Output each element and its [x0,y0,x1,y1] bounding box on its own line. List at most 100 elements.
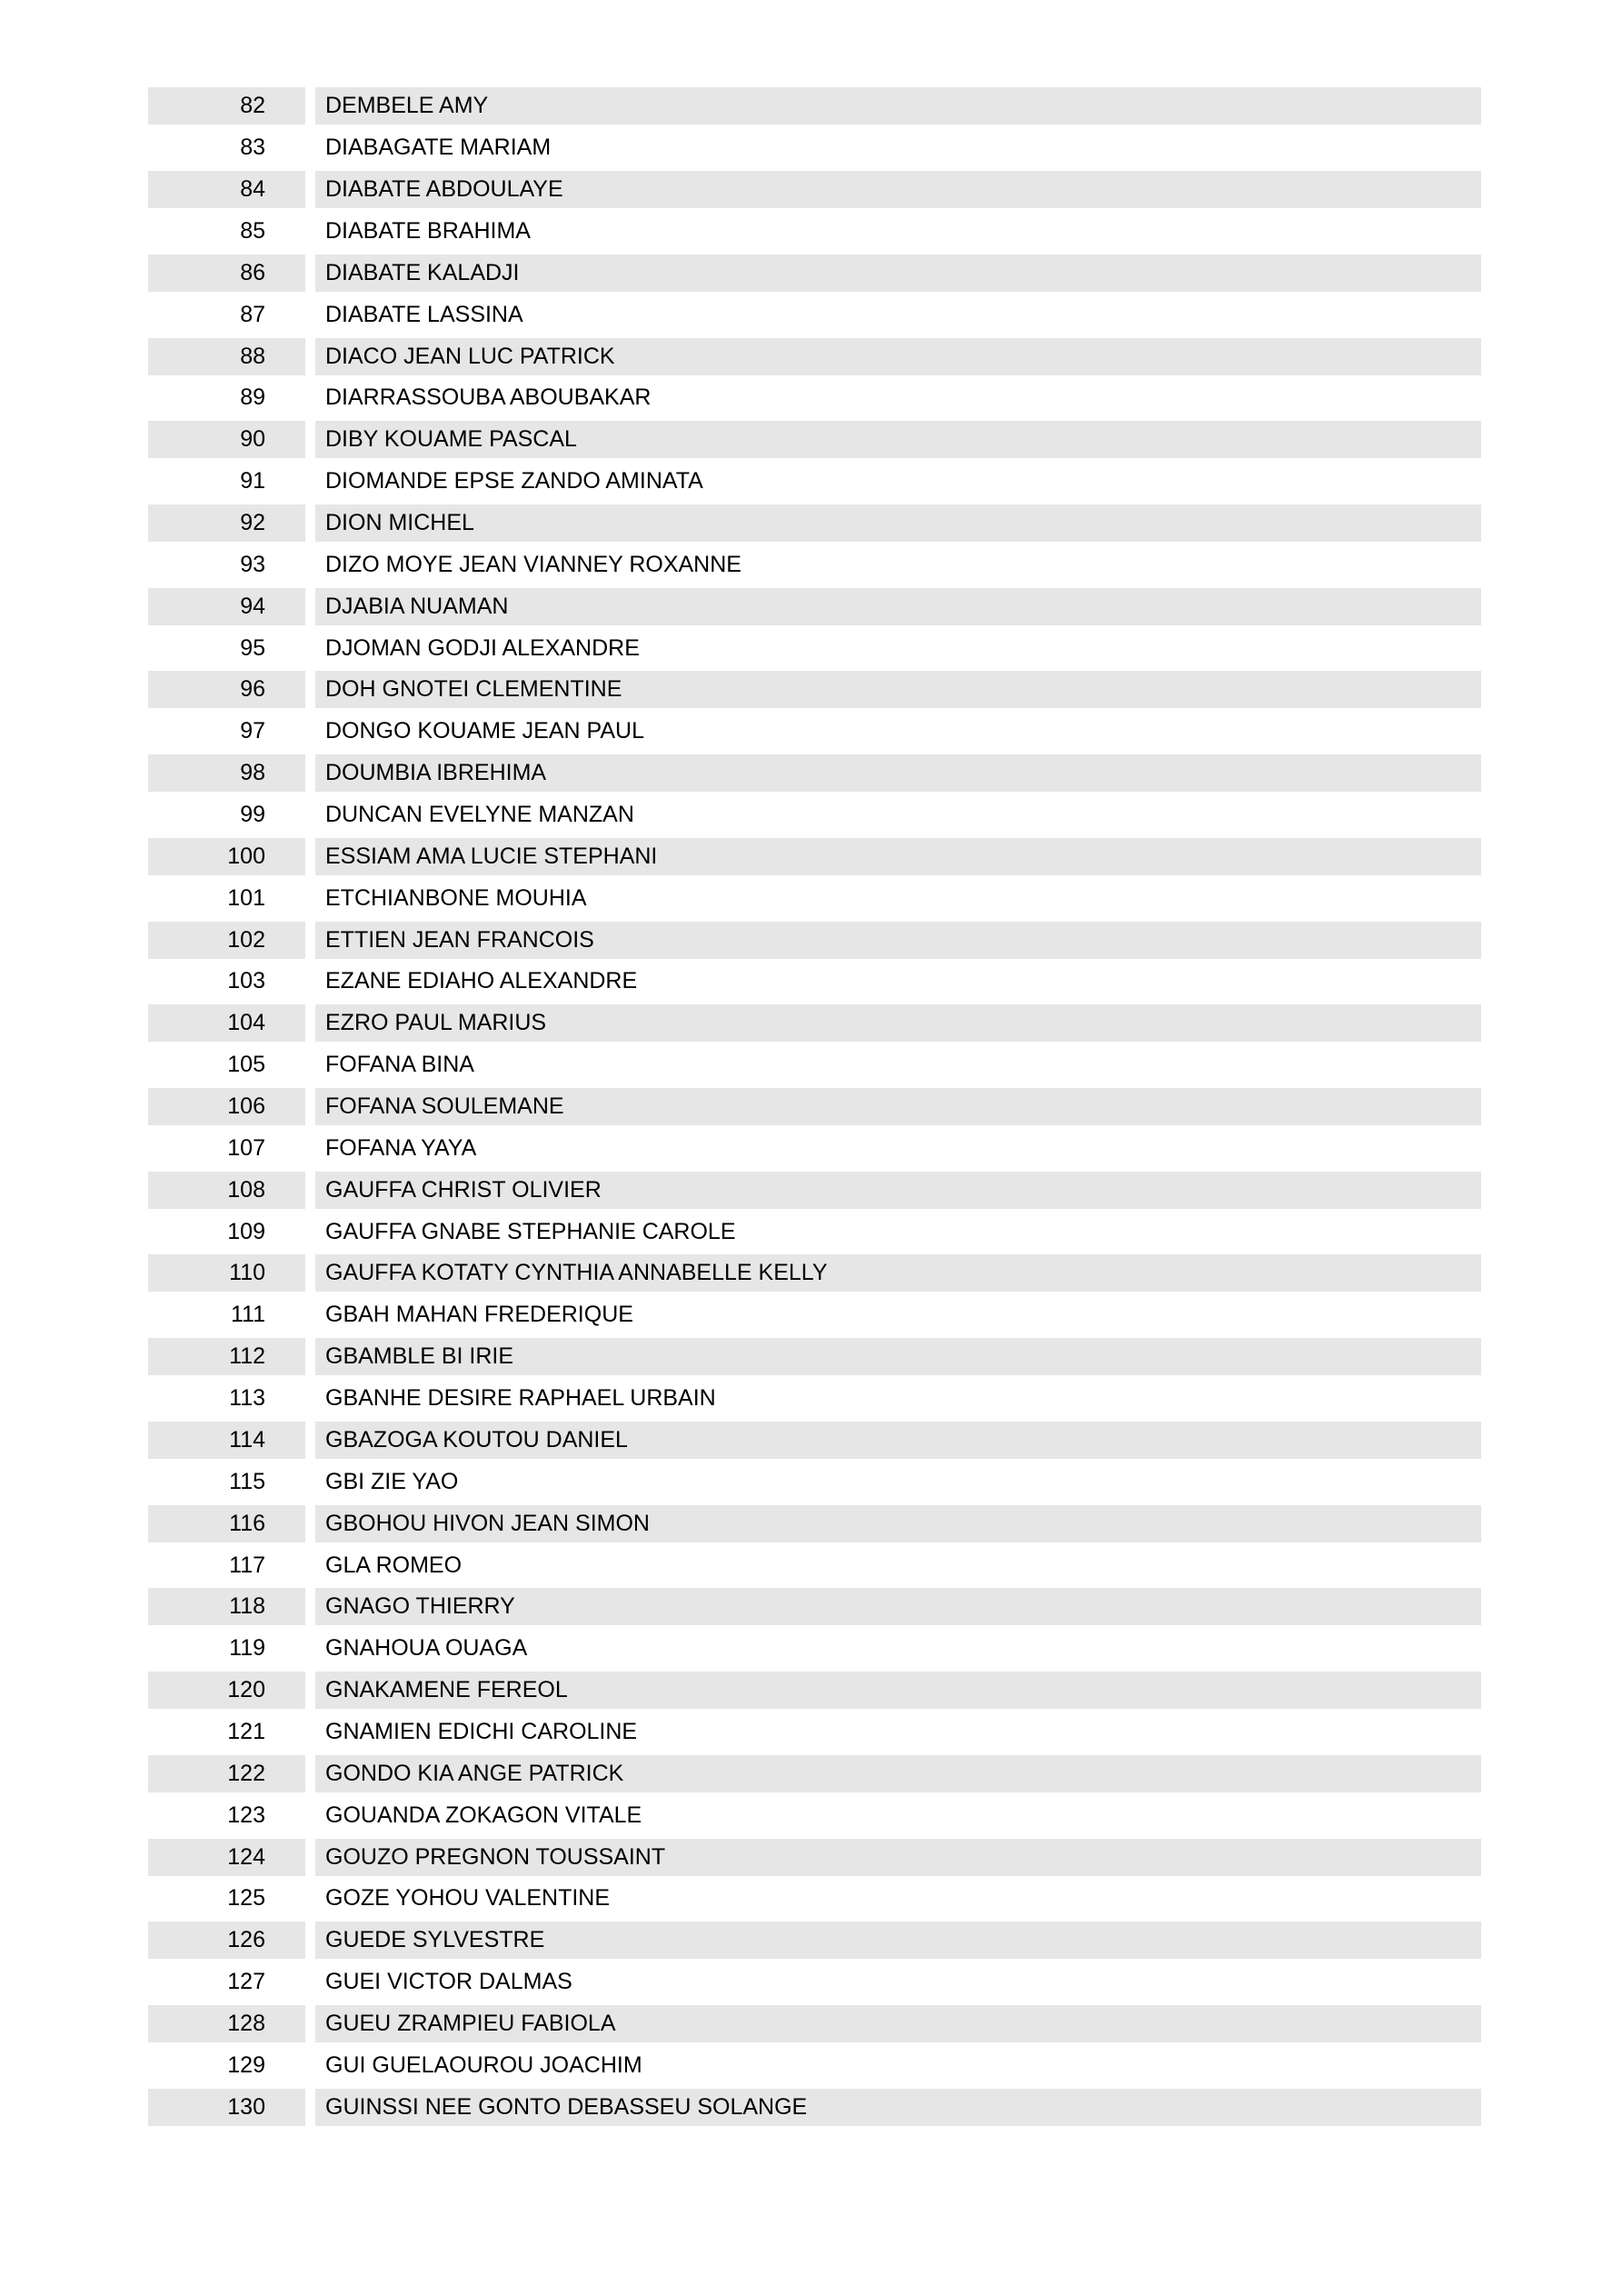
row-number: 130 [227,2093,265,2120]
row-number-cell: 119 [148,1630,305,1667]
table-row: 121 GNAMIEN EDICHI CAROLINE [148,1712,1481,1753]
table-row: 100 ESSIAM AMA LUCIE STEPHANI [148,835,1481,877]
row-name: DIABAGATE MARIAM [325,135,552,161]
row-number-cell: 83 [148,129,305,166]
row-name-cell: GBAMBLE BI IRIE [315,1338,1481,1376]
row-name-cell: GNAHOUA OUAGA [315,1630,1481,1667]
row-number-cell: 90 [148,421,305,459]
row-number-cell: 96 [148,671,305,709]
row-number: 84 [240,176,265,203]
row-name-cell: GBAH MAHAN FREDERIQUE [315,1296,1481,1333]
row-number: 97 [240,718,265,744]
row-number: 107 [227,1134,265,1161]
row-number: 123 [227,1802,265,1828]
row-number-cell: 95 [148,630,305,667]
table-row: 122 GONDO KIA ANGE PATRICK [148,1752,1481,1794]
row-name-cell: DEMBELE AMY [315,87,1481,125]
row-name-cell: GBOHOU HIVON JEAN SIMON [315,1504,1481,1542]
table-row: 112 GBAMBLE BI IRIE [148,1336,1481,1378]
row-number-cell: 124 [148,1838,305,1876]
row-number: 125 [227,1885,265,1912]
row-name-cell: DIABAGATE MARIAM [315,129,1481,166]
row-number-cell: 91 [148,463,305,500]
table-row: 128 GUEU ZRAMPIEU FABIOLA [148,2003,1481,2045]
row-name: GBAZOGA KOUTOU DANIEL [325,1426,628,1452]
table-row: 84 DIABATE ABDOULAYE [148,169,1481,211]
table-row: 104 EZRO PAUL MARIUS [148,1003,1481,1044]
row-name-cell: GOUANDA ZOKAGON VITALE [315,1797,1481,1834]
table-row: 107 FOFANA YAYA [148,1127,1481,1169]
row-name: EZANE EDIAHO ALEXANDRE [325,968,638,994]
row-name: GLA ROMEO [325,1552,463,1578]
row-name: DIARRASSOUBA ABOUBAKAR [325,384,652,411]
row-number: 94 [240,593,265,619]
row-number-cell: 112 [148,1338,305,1376]
row-name: GNAHOUA OUAGA [325,1635,528,1662]
row-name-cell: GLA ROMEO [315,1547,1481,1584]
row-name-cell: GUINSSI NEE GONTO DEBASSEU SOLANGE [315,2088,1481,2126]
row-number: 111 [230,1302,265,1328]
row-name-cell: FOFANA BINA [315,1046,1481,1083]
row-name: DOH GNOTEI CLEMENTINE [325,676,622,703]
row-name-cell: ETTIEN JEAN FRANCOIS [315,921,1481,959]
row-name: GUI GUELAOUROU JOACHIM [325,2051,642,2078]
row-number-cell: 82 [148,87,305,125]
row-name: FOFANA BINA [325,1052,474,1078]
row-name: ESSIAM AMA LUCIE STEPHANI [325,843,658,869]
row-number-cell: 104 [148,1004,305,1043]
table-row: 125 GOZE YOHOU VALENTINE [148,1878,1481,1920]
row-name-cell: DIZO MOYE JEAN VIANNEY ROXANNE [315,546,1481,584]
row-name-cell: GOZE YOHOU VALENTINE [315,1880,1481,1917]
row-name: GBAH MAHAN FREDERIQUE [325,1302,633,1328]
table-row: 123 GOUANDA ZOKAGON VITALE [148,1794,1481,1836]
row-name-cell: DJABIA NUAMAN [315,587,1481,625]
row-number-cell: 121 [148,1713,305,1751]
row-name-cell: DOH GNOTEI CLEMENTINE [315,671,1481,709]
row-name: DIABATE LASSINA [325,301,523,327]
table-row: 91 DIOMANDE EPSE ZANDO AMINATA [148,461,1481,503]
table-row: 119 GNAHOUA OUAGA [148,1628,1481,1670]
table-row: 126 GUEDE SYLVESTRE [148,1920,1481,1962]
table-row: 108 GAUFFA CHRIST OLIVIER [148,1169,1481,1211]
row-name: GNAKAMENE FEREOL [325,1677,568,1703]
table-row: 117 GLA ROMEO [148,1544,1481,1586]
row-name-cell: DOUMBIA IBREHIMA [315,754,1481,793]
row-name-cell: GAUFFA KOTATY CYNTHIA ANNABELLE KELLY [315,1254,1481,1293]
row-name-cell: GAUFFA GNABE STEPHANIE CAROLE [315,1213,1481,1251]
row-number: 103 [227,968,265,994]
table-row: 103 EZANE EDIAHO ALEXANDRE [148,961,1481,1003]
row-number: 89 [240,384,265,411]
row-name-cell: FOFANA SOULEMANE [315,1088,1481,1126]
row-number: 128 [227,2010,265,2036]
table-row: 94 DJABIA NUAMAN [148,585,1481,627]
row-number-cell: 86 [148,254,305,292]
table-row: 92 DION MICHEL [148,503,1481,544]
row-name: DIBY KOUAME PASCAL [325,426,577,453]
row-name-cell: GONDO KIA ANGE PATRICK [315,1754,1481,1792]
row-number: 96 [240,676,265,703]
row-name: DJOMAN GODJI ALEXANDRE [325,634,640,661]
row-name: GOUANDA ZOKAGON VITALE [325,1802,642,1828]
row-number: 105 [227,1052,265,1078]
row-number-cell: 126 [148,1922,305,1960]
row-number: 102 [227,926,265,953]
row-name: GUINSSI NEE GONTO DEBASSEU SOLANGE [325,2093,808,2120]
row-number: 85 [240,218,265,244]
row-number-cell: 92 [148,504,305,543]
row-name-cell: DIABATE KALADJI [315,254,1481,292]
table-row: 127 GUEI VICTOR DALMAS [148,1962,1481,2003]
table-row: 116 GBOHOU HIVON JEAN SIMON [148,1502,1481,1544]
row-name-cell: DIABATE LASSINA [315,296,1481,334]
table-row: 124 GOUZO PREGNON TOUSSAINT [148,1836,1481,1878]
table-row: 113 GBANHE DESIRE RAPHAEL URBAIN [148,1378,1481,1420]
row-name: GBI ZIE YAO [325,1468,459,1494]
row-number: 101 [227,884,265,911]
row-name: GAUFFA KOTATY CYNTHIA ANNABELLE KELLY [325,1260,828,1286]
row-number: 87 [240,301,265,327]
row-number: 116 [229,1510,265,1536]
row-number: 114 [229,1426,265,1452]
row-number: 86 [240,259,265,285]
row-name: GOUZO PREGNON TOUSSAINT [325,1843,666,1870]
table-row: 87 DIABATE LASSINA [148,294,1481,335]
row-number-cell: 113 [148,1380,305,1417]
